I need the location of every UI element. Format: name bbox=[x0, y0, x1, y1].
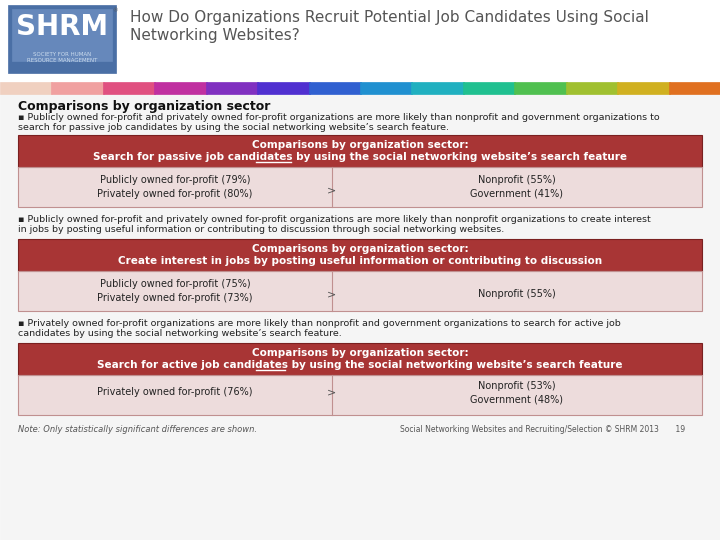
Text: Search for active job candidates by using the social networking website’s search: Search for active job candidates by usin… bbox=[97, 360, 623, 370]
Text: How Do Organizations Recruit Potential Job Candidates Using Social: How Do Organizations Recruit Potential J… bbox=[130, 10, 649, 25]
Text: Comparisons by organization sector:: Comparisons by organization sector: bbox=[252, 140, 468, 150]
Bar bbox=[18, 343, 702, 375]
Text: >: > bbox=[328, 185, 337, 195]
Bar bbox=[514, 82, 567, 94]
Text: Comparisons by organization sector:: Comparisons by organization sector: bbox=[252, 244, 468, 254]
Text: search for passive job candidates by using the social networking website’s searc: search for passive job candidates by usi… bbox=[18, 123, 449, 132]
Bar bbox=[411, 82, 464, 94]
Text: candidates by using the social networking website’s search feature.: candidates by using the social networkin… bbox=[18, 329, 342, 338]
Bar bbox=[0, 94, 720, 540]
Bar bbox=[8, 5, 116, 73]
Bar bbox=[463, 82, 516, 94]
Bar bbox=[18, 271, 702, 311]
Text: Privately owned for-profit (76%): Privately owned for-profit (76%) bbox=[97, 387, 253, 397]
Bar bbox=[51, 82, 104, 94]
Text: Comparisons by organization sector:: Comparisons by organization sector: bbox=[252, 348, 468, 358]
Text: Privately owned for-profit (80%): Privately owned for-profit (80%) bbox=[97, 189, 253, 199]
Text: >: > bbox=[328, 289, 337, 299]
Text: Nonprofit (53%): Nonprofit (53%) bbox=[478, 381, 556, 391]
Bar bbox=[566, 82, 618, 94]
Bar bbox=[154, 82, 207, 94]
Text: Social Networking Websites and Recruiting/Selection © SHRM 2013       19: Social Networking Websites and Recruitin… bbox=[400, 425, 685, 434]
Bar bbox=[206, 82, 258, 94]
Bar bbox=[18, 239, 702, 271]
Text: Networking Websites?: Networking Websites? bbox=[130, 28, 300, 43]
Bar bbox=[309, 82, 361, 94]
Text: RESOURCE MANAGEMENT: RESOURCE MANAGEMENT bbox=[27, 58, 97, 63]
Bar bbox=[669, 82, 720, 94]
Text: in jobs by posting useful information or contributing to discussion through soci: in jobs by posting useful information or… bbox=[18, 225, 504, 234]
Bar bbox=[360, 82, 413, 94]
Bar bbox=[0, 0, 720, 90]
Bar bbox=[12, 9, 112, 61]
Text: Search for passive job candidates by using the social networking website’s searc: Search for passive job candidates by usi… bbox=[93, 152, 627, 162]
Text: ▪ Publicly owned for-profit and privately owned for-profit organizations are mor: ▪ Publicly owned for-profit and privatel… bbox=[18, 215, 651, 224]
Text: Government (41%): Government (41%) bbox=[470, 189, 564, 199]
Bar bbox=[103, 82, 156, 94]
Text: SOCIETY FOR HUMAN: SOCIETY FOR HUMAN bbox=[33, 52, 91, 57]
Text: Comparisons by organization sector: Comparisons by organization sector bbox=[18, 100, 271, 113]
Text: Note: Only statistically significant differences are shown.: Note: Only statistically significant dif… bbox=[18, 425, 257, 434]
Text: Nonprofit (55%): Nonprofit (55%) bbox=[478, 175, 556, 185]
Bar bbox=[18, 167, 702, 207]
Bar bbox=[18, 135, 702, 167]
Text: Publicly owned for-profit (75%): Publicly owned for-profit (75%) bbox=[99, 279, 251, 289]
Text: Government (48%): Government (48%) bbox=[470, 395, 564, 405]
Text: Privately owned for-profit (73%): Privately owned for-profit (73%) bbox=[97, 293, 253, 303]
Bar bbox=[18, 375, 702, 415]
Text: ®: ® bbox=[112, 8, 117, 13]
Text: ▪ Privately owned for-profit organizations are more likely than nonprofit and go: ▪ Privately owned for-profit organizatio… bbox=[18, 319, 621, 328]
Text: Publicly owned for-profit (79%): Publicly owned for-profit (79%) bbox=[100, 175, 251, 185]
Text: Nonprofit (55%): Nonprofit (55%) bbox=[478, 289, 556, 299]
Text: SHRM: SHRM bbox=[16, 13, 108, 41]
Bar bbox=[0, 82, 53, 94]
Bar bbox=[257, 82, 310, 94]
Text: Create interest in jobs by posting useful information or contributing to discuss: Create interest in jobs by posting usefu… bbox=[118, 256, 602, 266]
Text: ▪ Publicly owned for-profit and privately owned for-profit organizations are mor: ▪ Publicly owned for-profit and privatel… bbox=[18, 113, 660, 122]
Bar bbox=[617, 82, 670, 94]
Text: >: > bbox=[328, 387, 337, 397]
